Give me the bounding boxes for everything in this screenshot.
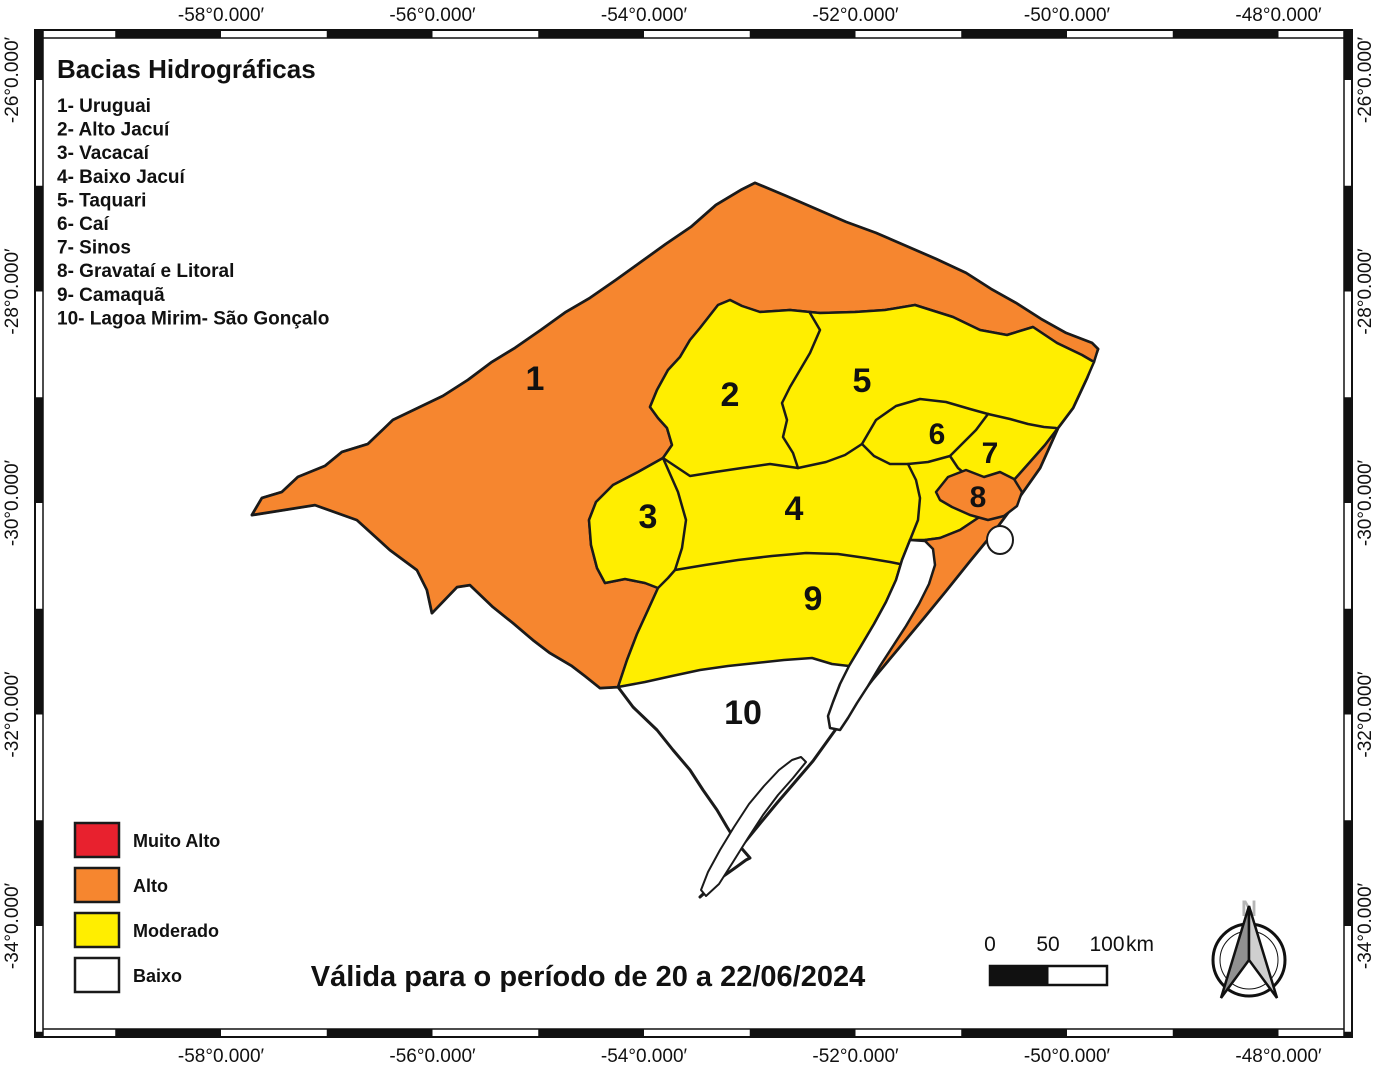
x-axis-label-top-1: -56°0.000′ — [389, 5, 476, 26]
basin-map: 1 2 3 4 5 6 7 8 9 10 — [250, 181, 1100, 899]
basin-9-number: 9 — [804, 580, 823, 618]
basin-8-number: 8 — [970, 481, 987, 514]
x-axis-label-top-5: -48°0.000′ — [1235, 5, 1322, 26]
border-3-9 — [656, 568, 677, 590]
legend-label-muito-alto: Muito Alto — [133, 831, 220, 851]
legend-label-baixo: Baixo — [133, 966, 182, 986]
basin-4-number: 4 — [785, 490, 804, 528]
basin-list-item-7: 7- Sinos — [57, 238, 131, 259]
lago-guaiba — [986, 525, 1014, 555]
y-axis-label-left-3: -32°0.000′ — [2, 671, 23, 758]
x-axis-label-bottom-0: -58°0.000′ — [178, 1046, 265, 1067]
basin-list-item-10: 10- Lagoa Mirim- São Gonçalo — [57, 308, 329, 329]
border-6-7 — [948, 412, 990, 458]
scale-bar-tick-100: 100 — [1089, 933, 1124, 956]
scale-bar-unit: km — [1126, 933, 1154, 956]
border-6-bottom — [860, 442, 952, 466]
legend-swatch-muito-alto — [73, 821, 121, 859]
x-axis-label-top-3: -52°0.000′ — [812, 5, 899, 26]
y-axis-label-left-2: -30°0.000′ — [2, 459, 23, 546]
legend-label-moderado: Moderado — [133, 921, 219, 941]
risk-legend: Muito Alto Alto Moderado Baixo — [73, 821, 220, 994]
scale-bar-labels: 0 50 100 — [984, 933, 1124, 956]
y-axis-label-right-3: -32°0.000′ — [1355, 671, 1376, 758]
axis-labels: -58°0.000′ -58°0.000′ -56°0.000′ -56°0.000′… — [2, 5, 1376, 1067]
basin-list-item-1: 1- Uruguai — [57, 96, 151, 117]
x-axis-label-bottom-1: -56°0.000′ — [389, 1046, 476, 1067]
legend-swatch-alto — [73, 866, 121, 904]
scale-bar-tick-0: 0 — [984, 933, 996, 956]
x-axis-label-bottom-2: -54°0.000′ — [601, 1046, 688, 1067]
border-2-4 — [661, 456, 800, 478]
border-4-9 — [673, 551, 907, 572]
border-3-4 — [661, 456, 688, 572]
basin-list-item-5: 5- Taquari — [57, 190, 146, 211]
basin-2-number: 2 — [721, 376, 740, 414]
frame-bottom-zebra — [34, 1028, 1353, 1038]
x-axis-label-top-0: -58°0.000′ — [178, 5, 265, 26]
x-axis-label-top-2: -54°0.000′ — [601, 5, 688, 26]
y-axis-label-right-4: -34°0.000′ — [1355, 882, 1376, 969]
validity-note: Válida para o período de 20 a 22/06/2024 — [311, 961, 866, 993]
basin-5-number: 5 — [853, 362, 872, 400]
y-axis-label-left-4: -34°0.000′ — [2, 882, 23, 969]
legend-swatch-moderado — [73, 911, 121, 949]
border-4-east — [906, 462, 922, 542]
border-4-5 — [796, 442, 864, 470]
map-frame — [34, 29, 1353, 1038]
frame-left-zebra — [34, 29, 44, 1038]
lagoa-dos-patos — [826, 538, 937, 732]
y-axis-label-right-2: -30°0.000′ — [1355, 459, 1376, 546]
frame-outer-line — [34, 29, 1353, 1038]
north-arrow-right-blade — [1247, 905, 1279, 999]
x-axis-label-bottom-4: -50°0.000′ — [1024, 1046, 1111, 1067]
frame-top-zebra — [34, 29, 1353, 39]
basin-list-item-4: 4- Baixo Jacuí — [57, 167, 185, 188]
basin-7-number: 7 — [982, 437, 999, 470]
lagoa-mirim — [700, 756, 807, 897]
north-arrow: N — [1211, 896, 1287, 999]
scale-bar: 0 50 100 km — [984, 933, 1154, 987]
y-axis-label-left-0: -26°0.000′ — [2, 36, 23, 123]
basin-list-item-2: 2- Alto Jacuí — [57, 120, 170, 141]
x-axis-label-bottom-3: -52°0.000′ — [812, 1046, 899, 1067]
legend-swatch-baixo — [73, 956, 121, 994]
basin-6-number: 6 — [929, 418, 946, 451]
legend-label-alto: Alto — [133, 876, 168, 896]
basin-list-item-6: 6- Caí — [57, 214, 109, 235]
border-2-5 — [780, 311, 822, 470]
border-5-6 — [860, 397, 990, 446]
scale-bar-tick-50: 50 — [1036, 933, 1059, 956]
y-axis-label-left-1: -28°0.000′ — [2, 248, 23, 335]
basin-number-labels: 1 2 3 4 5 6 7 8 9 10 — [526, 360, 999, 732]
basin-1-number: 1 — [526, 360, 545, 398]
basin-8-region — [934, 468, 1024, 522]
basin-list-item-8: 8- Gravataí e Litoral — [57, 261, 234, 282]
y-axis-label-right-0: -26°0.000′ — [1355, 36, 1376, 123]
basin-list-item-3: 3- Vacacaí — [57, 143, 150, 164]
basin-10-number: 10 — [724, 694, 762, 732]
frame-right-zebra — [1343, 29, 1353, 1038]
basin-3-number: 3 — [639, 498, 658, 536]
border-5-7 — [986, 412, 1058, 430]
x-axis-label-top-4: -50°0.000′ — [1024, 5, 1111, 26]
map-title: Bacias Hidrográficas — [57, 54, 316, 84]
basin-list-item-9: 9- Camaquã — [57, 285, 165, 306]
scale-bar-black-half — [990, 966, 1049, 985]
y-axis-label-right-1: -28°0.000′ — [1355, 248, 1376, 335]
x-axis-label-bottom-5: -48°0.000′ — [1235, 1046, 1322, 1067]
